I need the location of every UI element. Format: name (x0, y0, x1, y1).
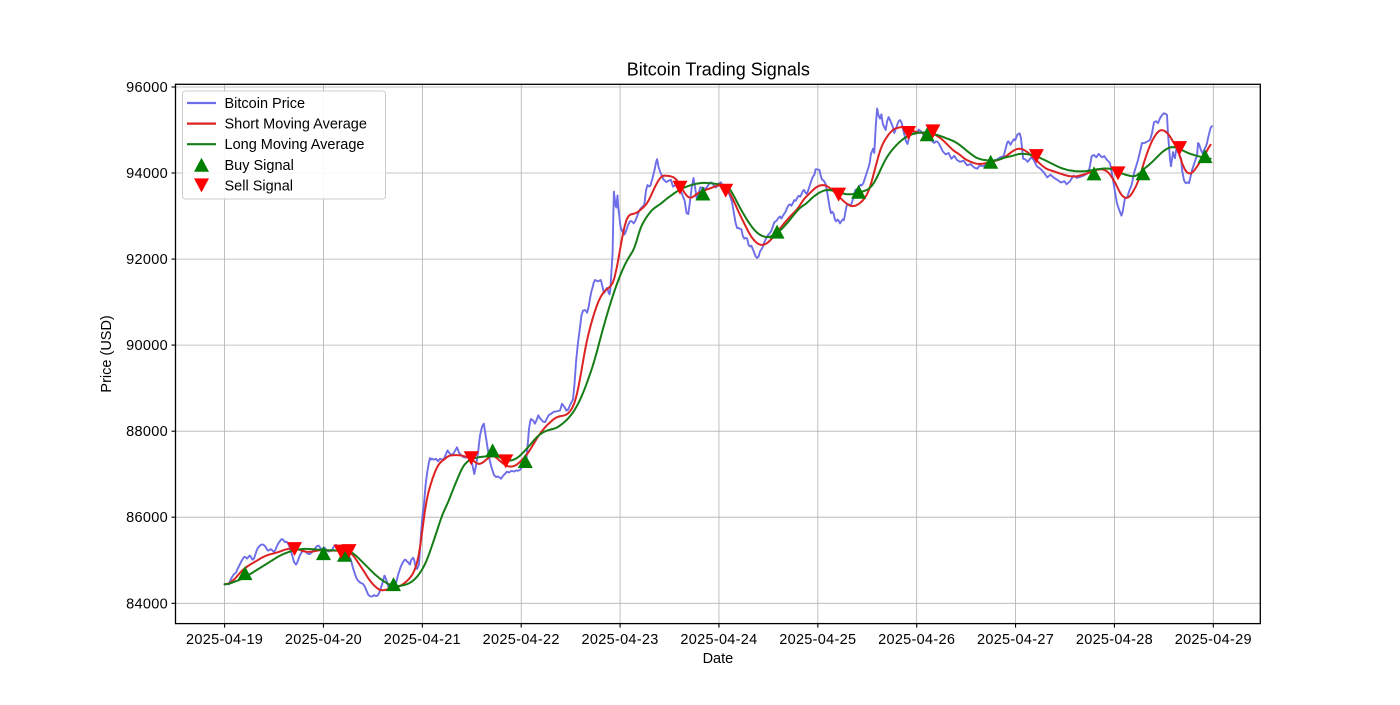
svg-text:Date: Date (703, 651, 734, 667)
svg-text:84000: 84000 (126, 596, 168, 612)
svg-text:2025-04-27: 2025-04-27 (977, 632, 1054, 648)
svg-text:2025-04-29: 2025-04-29 (1175, 632, 1252, 648)
svg-text:Bitcoin Trading Signals: Bitcoin Trading Signals (627, 60, 810, 80)
svg-text:Short Moving Average: Short Moving Average (225, 117, 367, 133)
svg-text:96000: 96000 (126, 80, 168, 96)
svg-text:90000: 90000 (126, 338, 168, 354)
svg-text:2025-04-26: 2025-04-26 (878, 632, 955, 648)
svg-text:2025-04-25: 2025-04-25 (779, 632, 856, 648)
svg-text:2025-04-21: 2025-04-21 (384, 632, 461, 648)
svg-text:2025-04-19: 2025-04-19 (186, 632, 263, 648)
svg-text:2025-04-22: 2025-04-22 (483, 632, 560, 648)
svg-text:86000: 86000 (126, 510, 168, 526)
svg-text:88000: 88000 (126, 424, 168, 440)
svg-text:2025-04-28: 2025-04-28 (1076, 632, 1153, 648)
svg-text:Long Moving Average: Long Moving Average (225, 137, 365, 153)
svg-text:Bitcoin Price: Bitcoin Price (225, 96, 306, 112)
svg-text:Buy Signal: Buy Signal (225, 158, 294, 174)
svg-text:92000: 92000 (126, 252, 168, 268)
svg-text:2025-04-23: 2025-04-23 (581, 632, 658, 648)
svg-text:Sell Signal: Sell Signal (225, 178, 294, 194)
svg-text:2025-04-24: 2025-04-24 (680, 632, 757, 648)
svg-text:Price (USD): Price (USD) (99, 315, 115, 392)
svg-text:94000: 94000 (126, 166, 168, 182)
svg-text:2025-04-20: 2025-04-20 (285, 632, 362, 648)
